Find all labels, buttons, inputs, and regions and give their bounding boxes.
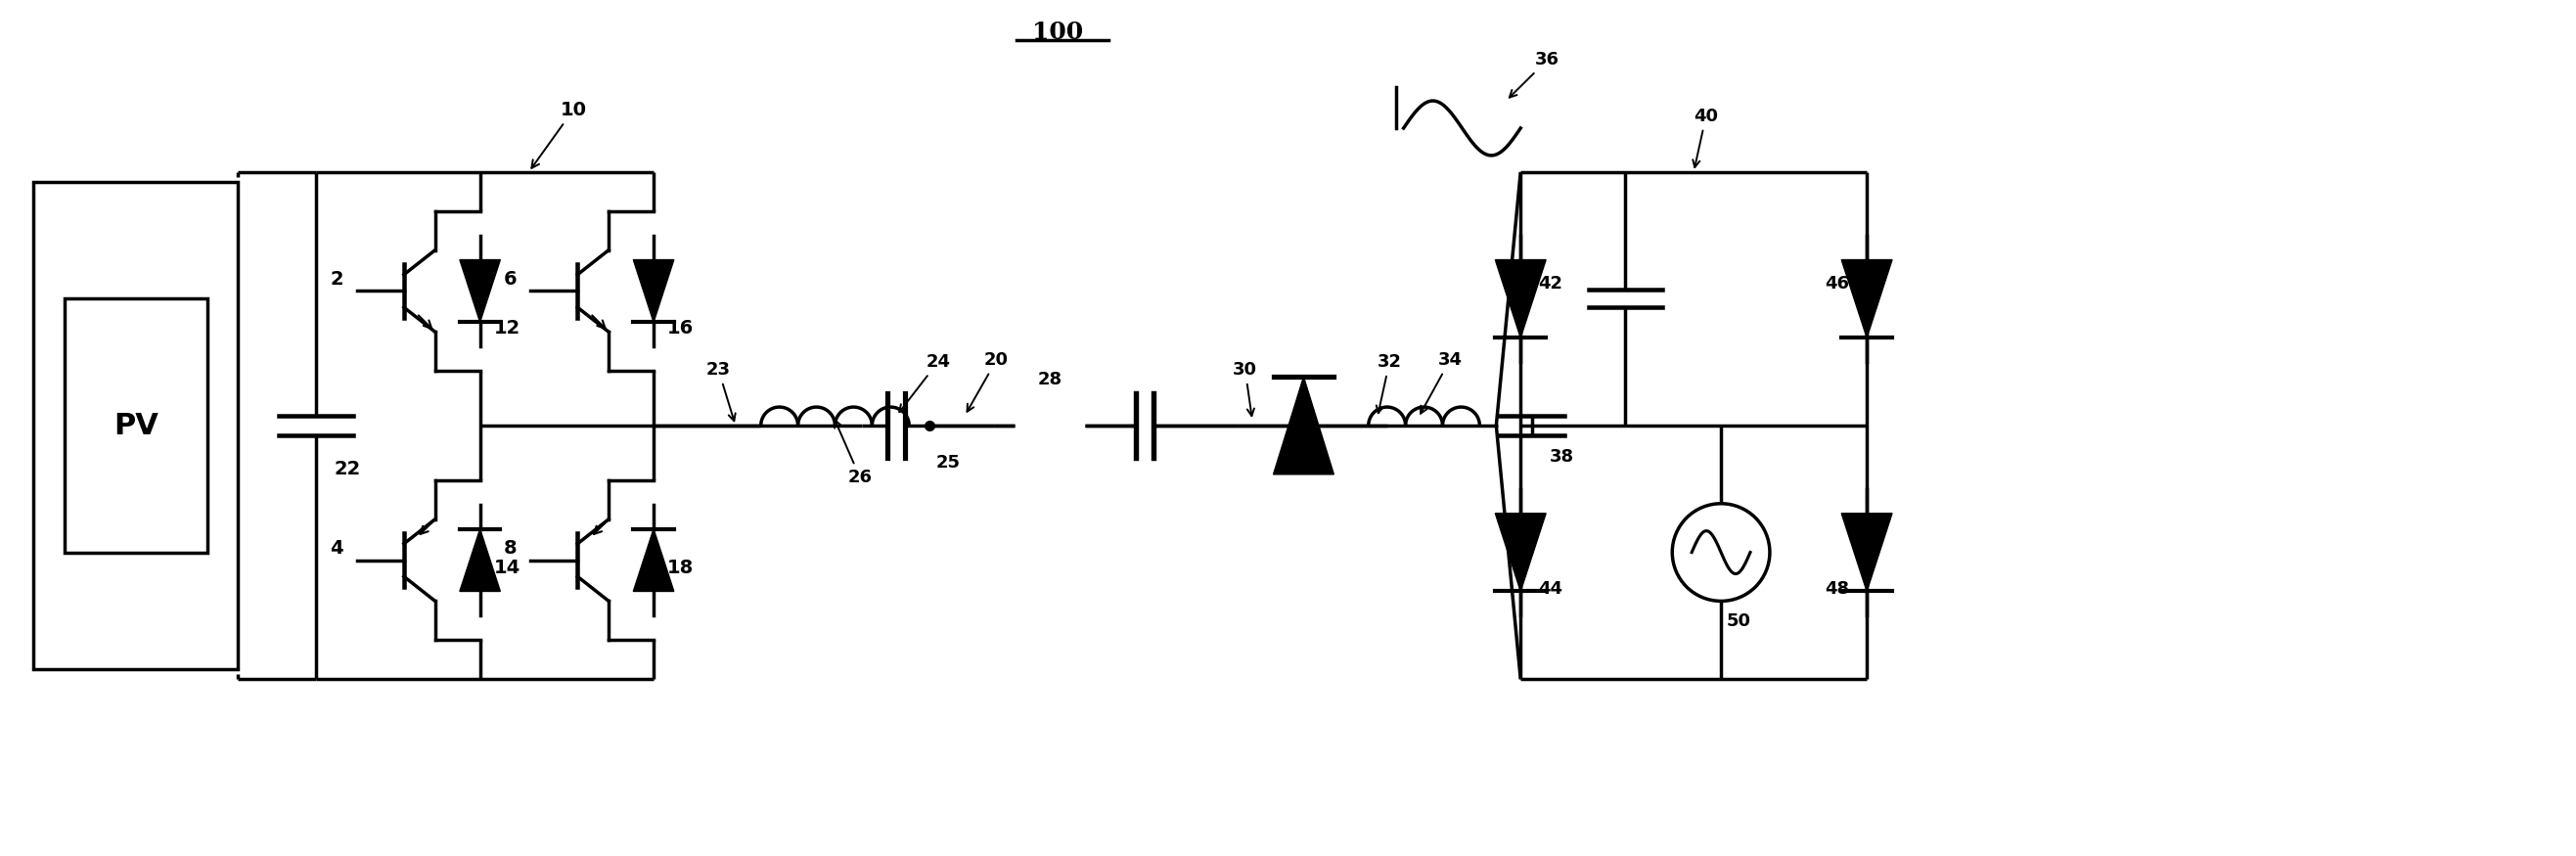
Text: 28: 28: [1038, 371, 1061, 389]
Polygon shape: [1842, 259, 1893, 338]
Text: 10: 10: [531, 101, 587, 168]
Text: 14: 14: [495, 559, 520, 577]
Text: 24: 24: [899, 354, 951, 412]
Text: 12: 12: [495, 318, 520, 337]
Text: 32: 32: [1376, 354, 1401, 413]
Text: 30: 30: [1234, 361, 1257, 416]
Text: 20: 20: [966, 352, 1010, 412]
Polygon shape: [1273, 377, 1334, 474]
Text: PV: PV: [113, 412, 157, 440]
Text: 23: 23: [706, 361, 734, 421]
Text: 25: 25: [935, 454, 961, 472]
Text: 44: 44: [1538, 580, 1564, 598]
Polygon shape: [459, 259, 500, 322]
Bar: [64, 299, 206, 552]
Polygon shape: [634, 259, 675, 322]
Text: 26: 26: [835, 420, 873, 486]
Text: 34: 34: [1419, 352, 1463, 413]
Text: 50: 50: [1726, 613, 1752, 630]
Text: 36: 36: [1510, 51, 1558, 98]
Bar: [33, 181, 237, 669]
Text: 4: 4: [330, 539, 343, 558]
Text: 2: 2: [330, 270, 343, 288]
Text: 18: 18: [667, 559, 693, 577]
Text: 6: 6: [505, 270, 518, 288]
Text: 40: 40: [1692, 108, 1718, 167]
Polygon shape: [459, 529, 500, 591]
Text: 42: 42: [1538, 276, 1564, 293]
Text: 48: 48: [1824, 580, 1850, 598]
Text: 46: 46: [1824, 276, 1850, 293]
Polygon shape: [1494, 259, 1546, 338]
Text: 16: 16: [667, 318, 693, 337]
Polygon shape: [1494, 514, 1546, 591]
Text: 38: 38: [1551, 448, 1574, 466]
Text: 22: 22: [335, 461, 361, 479]
Text: 8: 8: [505, 539, 518, 558]
Polygon shape: [1842, 514, 1893, 591]
Text: 100: 100: [1033, 21, 1082, 45]
Polygon shape: [634, 529, 675, 591]
